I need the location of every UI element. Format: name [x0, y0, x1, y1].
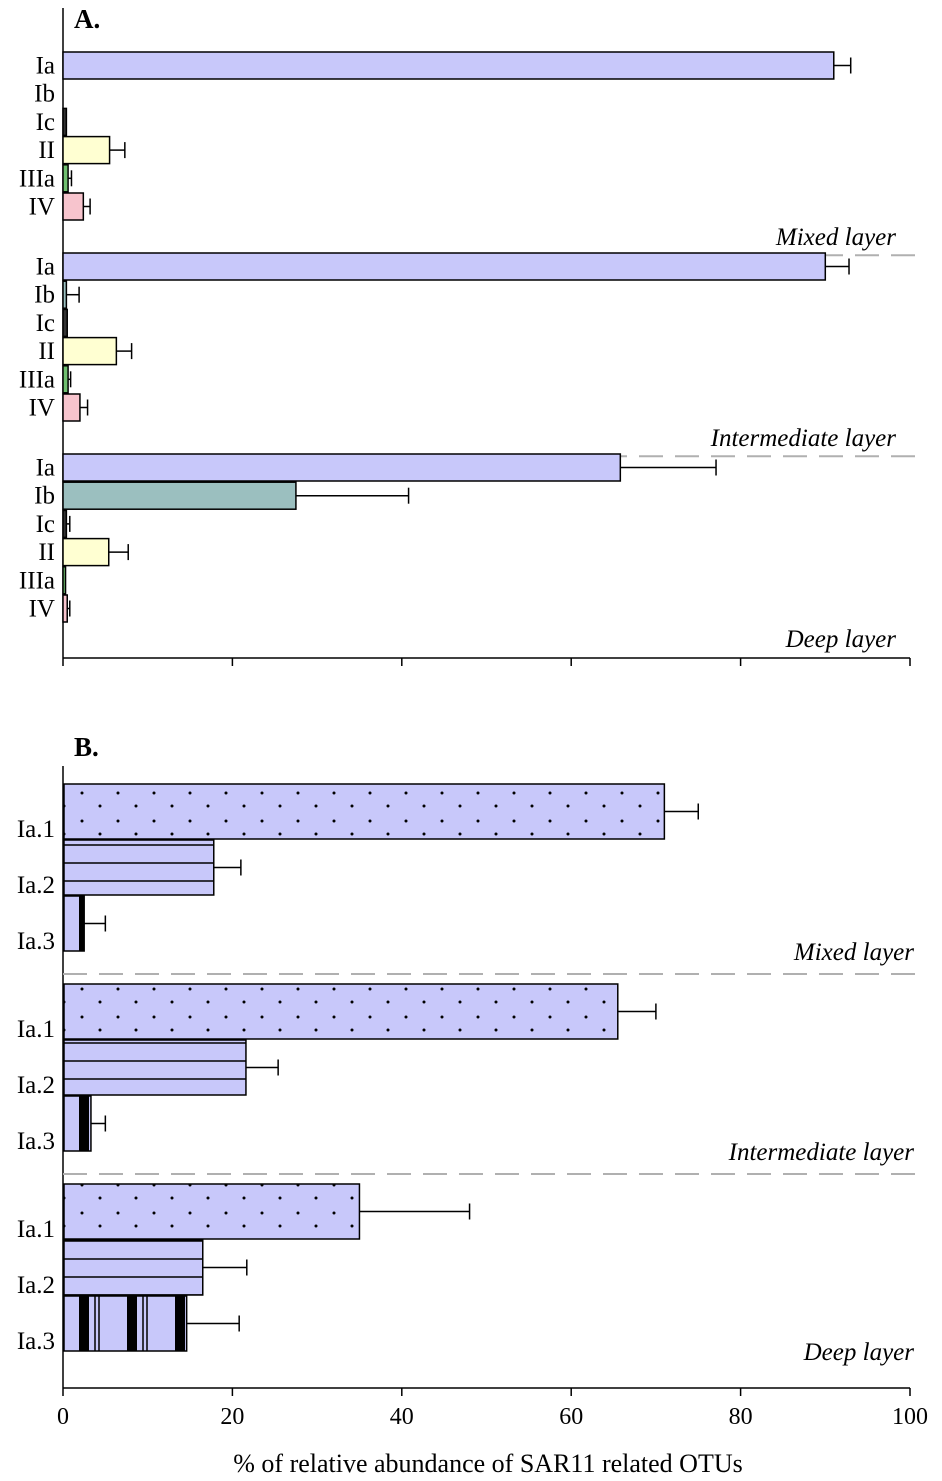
category-label-iv: IV — [29, 596, 55, 623]
layer-label-mixed-layer: Mixed layer — [793, 939, 914, 966]
bar-mixed-layer-ia-2 — [63, 839, 215, 896]
x-tick-label: 40 — [390, 1404, 414, 1430]
bar-deep-layer-ia — [62, 453, 622, 482]
bar-deep-layer-ia-2 — [63, 1239, 204, 1296]
category-label-ia-1: Ia.1 — [17, 1016, 55, 1043]
layer-label-intermediate-layer: Intermediate layer — [728, 1139, 915, 1166]
category-label-iiia: IIIa — [19, 366, 55, 393]
category-label-ia-2: Ia.2 — [17, 872, 55, 899]
bar-intermediate-layer-ia-3 — [63, 1095, 92, 1152]
category-label-ii: II — [38, 137, 55, 164]
category-label-ia: Ia — [36, 455, 55, 482]
panel-b-group-deep-layer: Ia.1 Ia.2 Ia.3 Deep layer — [17, 1183, 915, 1366]
category-label-ib: Ib — [34, 483, 55, 510]
bar-mixed-layer-ic — [62, 107, 68, 137]
category-label-iv: IV — [29, 395, 55, 422]
category-label-ia-2: Ia.2 — [17, 1272, 55, 1299]
category-label-ia-1: Ia.1 — [17, 1216, 55, 1243]
panel-b-label: B. — [74, 732, 99, 762]
x-tick-label: 20 — [220, 1404, 244, 1430]
x-tick-label: 80 — [729, 1404, 753, 1430]
layer-label-deep-layer: Deep layer — [785, 626, 897, 653]
layer-label-mixed-layer: Mixed layer — [775, 224, 896, 251]
category-label-iiia: IIIa — [19, 165, 55, 192]
category-label-iv: IV — [29, 194, 55, 221]
x-tick-label: 60 — [559, 1404, 583, 1430]
bar-mixed-layer-ii — [62, 135, 111, 165]
bar-mixed-layer-ia — [62, 51, 835, 80]
bar-intermediate-layer-ii — [62, 336, 118, 366]
category-label-ia-3: Ia.3 — [17, 1128, 55, 1155]
category-label-ia: Ia — [36, 254, 55, 281]
bar-intermediate-layer-ia-1 — [63, 983, 619, 1040]
x-tick-label: 100 — [892, 1404, 928, 1430]
bar-intermediate-layer-ic — [62, 308, 68, 338]
bar-deep-layer-ia-3 — [63, 1295, 188, 1352]
bar-intermediate-layer-iiia — [62, 365, 69, 394]
category-label-iiia: IIIa — [19, 567, 55, 594]
category-label-ia: Ia — [36, 53, 55, 80]
category-label-ib: Ib — [34, 282, 55, 309]
category-label-ii: II — [38, 338, 55, 365]
category-label-ii: II — [38, 539, 55, 566]
bar-deep-layer-ia-1 — [63, 1183, 361, 1240]
bar-deep-layer-iiia — [62, 566, 67, 595]
bar-mixed-layer-ia-1 — [63, 783, 666, 840]
layer-label-intermediate-layer: Intermediate layer — [710, 425, 897, 452]
x-tick-label: 0 — [57, 1404, 69, 1430]
category-label-ib: Ib — [34, 81, 55, 108]
bar-deep-layer-iv — [62, 594, 68, 623]
bar-deep-layer-ic — [62, 509, 68, 539]
bar-mixed-layer-iv — [62, 192, 85, 221]
panel-b-group-mixed-layer: Ia.1 Ia.2 Ia.3 Mixed layer — [17, 783, 915, 975]
category-label-ic: Ic — [36, 109, 55, 136]
bar-intermediate-layer-ia-2 — [63, 1039, 247, 1096]
category-label-ia-1: Ia.1 — [17, 816, 55, 843]
bar-deep-layer-ib — [62, 481, 297, 510]
category-label-ic: Ic — [36, 511, 55, 538]
bar-intermediate-layer-ia — [62, 252, 827, 281]
panel-a-label: A. — [74, 4, 100, 34]
layer-label-deep-layer: Deep layer — [803, 1339, 915, 1366]
category-label-ia-2: Ia.2 — [17, 1072, 55, 1099]
category-label-ia-3: Ia.3 — [17, 1328, 55, 1355]
bar-intermediate-layer-iv — [62, 393, 81, 422]
bar-mixed-layer-iiia — [62, 164, 69, 193]
bar-mixed-layer-ia-3 — [63, 895, 85, 952]
category-label-ia-3: Ia.3 — [17, 928, 55, 955]
bar-deep-layer-ii — [62, 537, 110, 567]
x-axis-label: % of relative abundance of SAR11 related… — [233, 1449, 742, 1478]
bar-intermediate-layer-ib — [62, 280, 68, 309]
category-label-ic: Ic — [36, 310, 55, 337]
panel-b-group-intermediate-layer: Ia.1 Ia.2 Ia.3 Intermediate layer — [17, 983, 915, 1175]
